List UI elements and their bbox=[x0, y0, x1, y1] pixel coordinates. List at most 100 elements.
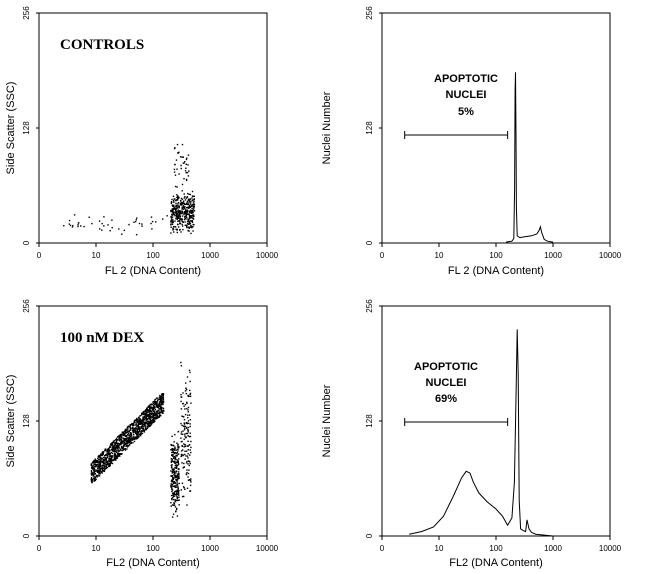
scatter-point bbox=[128, 442, 131, 444]
scatter-point bbox=[105, 467, 107, 470]
scatter-point bbox=[132, 429, 134, 431]
scatter-point bbox=[173, 201, 175, 203]
scatter-point bbox=[174, 210, 177, 212]
scatter-point bbox=[177, 226, 180, 228]
scatter-point bbox=[174, 185, 177, 188]
scatter-point bbox=[113, 440, 115, 443]
scatter-point bbox=[157, 415, 159, 417]
scatter-point bbox=[187, 226, 190, 228]
scatter-point bbox=[147, 423, 149, 425]
scatter-point bbox=[99, 469, 101, 472]
scatter-point bbox=[117, 447, 119, 449]
scatter-point bbox=[147, 424, 149, 427]
scatter-point bbox=[184, 427, 186, 429]
scatter-point bbox=[106, 461, 108, 463]
scatter-point bbox=[187, 229, 189, 232]
scatter-point bbox=[188, 193, 190, 195]
scatter-point bbox=[118, 228, 120, 230]
scatter-point bbox=[110, 461, 112, 463]
scatter-point bbox=[140, 432, 142, 435]
scatter-point bbox=[136, 429, 138, 431]
scatter-point bbox=[96, 461, 98, 463]
scatter-point bbox=[99, 454, 102, 456]
scatter-point bbox=[180, 361, 182, 364]
scatter-point bbox=[192, 215, 194, 217]
scatter-point bbox=[139, 428, 141, 430]
scatter-point bbox=[174, 434, 176, 436]
scatter-point bbox=[175, 228, 177, 230]
scatter-point bbox=[176, 217, 179, 219]
scatter-point bbox=[176, 451, 178, 454]
scatter-point bbox=[94, 476, 96, 478]
scatter-point bbox=[129, 444, 131, 446]
scatter-point bbox=[113, 439, 116, 442]
scatter-point bbox=[128, 441, 130, 443]
x-axis-label: FL2 (DNA Content) bbox=[449, 557, 543, 569]
scatter-point bbox=[186, 211, 188, 213]
scatter-point bbox=[185, 209, 187, 211]
scatter-point bbox=[151, 220, 154, 223]
scatter-point bbox=[71, 226, 74, 228]
scatter-point bbox=[183, 429, 186, 431]
scatter-point bbox=[72, 224, 74, 227]
scatter-point bbox=[94, 479, 97, 482]
scatter-point bbox=[171, 454, 173, 457]
scatter-point bbox=[158, 403, 160, 405]
scatter-point bbox=[101, 451, 104, 454]
scatter-point bbox=[137, 432, 139, 434]
scatter-point bbox=[178, 489, 180, 492]
scatter-point bbox=[91, 467, 93, 470]
scatter-point bbox=[181, 211, 183, 213]
scatter-point bbox=[185, 473, 187, 475]
scatter-point bbox=[183, 197, 185, 199]
scatter-point bbox=[145, 421, 147, 424]
scatter-point bbox=[154, 399, 156, 401]
scatter-point bbox=[184, 221, 186, 223]
scatter-point bbox=[184, 224, 186, 226]
scatter-point bbox=[125, 429, 128, 432]
scatter-point bbox=[123, 445, 125, 447]
scatter-point bbox=[137, 426, 139, 428]
scatter-point bbox=[178, 220, 180, 222]
scatter-point bbox=[112, 446, 114, 448]
y-tick-label: 128 bbox=[22, 414, 31, 428]
scatter-point bbox=[135, 432, 137, 435]
scatter-point bbox=[133, 427, 136, 430]
scatter-point bbox=[178, 206, 180, 209]
scatter-point bbox=[188, 207, 190, 209]
scatter-point bbox=[174, 226, 177, 228]
scatter-point bbox=[119, 455, 121, 457]
scatter-point bbox=[189, 432, 191, 434]
scatter-point bbox=[187, 460, 190, 462]
scatter-point bbox=[172, 471, 174, 473]
scatter-point bbox=[178, 463, 180, 465]
scatter-point bbox=[100, 454, 102, 456]
scatter-point bbox=[101, 229, 103, 231]
scatter-point bbox=[176, 495, 178, 497]
scatter-point bbox=[123, 433, 126, 435]
scatter-point bbox=[187, 422, 190, 424]
scatter-point bbox=[124, 434, 126, 436]
scatter-point bbox=[193, 201, 195, 203]
scatter-point bbox=[117, 436, 119, 438]
scatter-point bbox=[183, 466, 185, 468]
scatter-point bbox=[101, 468, 104, 471]
scatter-point bbox=[176, 196, 178, 199]
scatter-point bbox=[186, 427, 188, 430]
x-tick-label: 1000 bbox=[544, 251, 562, 260]
scatter-point bbox=[181, 190, 183, 192]
scatter-point bbox=[124, 428, 127, 431]
scatter-point bbox=[185, 450, 188, 452]
scatter-point bbox=[155, 404, 157, 406]
scatter-point bbox=[111, 456, 114, 458]
scatter-point bbox=[146, 409, 149, 411]
scatter-point bbox=[159, 414, 161, 416]
scatter-point bbox=[117, 453, 119, 456]
scatter-point bbox=[124, 449, 127, 451]
scatter-point bbox=[90, 472, 93, 474]
y-tick-label: 128 bbox=[365, 121, 374, 135]
scatter-point bbox=[101, 460, 103, 463]
scatter-point bbox=[152, 404, 155, 407]
scatter-point bbox=[170, 480, 173, 482]
scatter-point bbox=[191, 190, 194, 193]
